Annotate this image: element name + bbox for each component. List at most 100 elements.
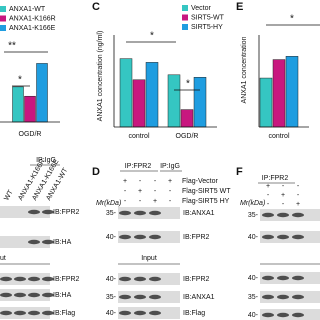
band xyxy=(277,312,289,318)
ip-label: IP:IgG xyxy=(160,163,180,170)
bar xyxy=(119,58,133,128)
panel-label: E xyxy=(236,1,243,13)
band xyxy=(149,294,161,300)
blot-label: IB:FPR2 xyxy=(53,209,80,216)
bar xyxy=(285,56,299,128)
lane-label: WT xyxy=(3,188,15,202)
x-tick-label: control xyxy=(268,133,289,140)
condition-sign: - xyxy=(267,192,270,199)
band xyxy=(277,234,289,240)
mw-marker: 35- xyxy=(106,210,117,217)
legend-swatch xyxy=(0,15,6,22)
band xyxy=(277,212,289,218)
band xyxy=(42,239,54,245)
band xyxy=(28,209,40,215)
condition-name: Flag-SIRT5 HY xyxy=(182,198,230,205)
mw-marker: 40- xyxy=(248,312,259,319)
band xyxy=(119,276,131,282)
band xyxy=(149,276,161,282)
mw-marker: 40- xyxy=(106,310,117,317)
y-axis-label: ANXA1 concentration (ng/ml) xyxy=(97,31,104,122)
legend-label: Vector xyxy=(191,5,212,12)
legend-swatch xyxy=(0,6,6,12)
band xyxy=(28,292,40,298)
band xyxy=(14,276,26,282)
band xyxy=(134,210,146,216)
bar xyxy=(132,79,146,128)
panel-label: C xyxy=(92,1,100,13)
bar xyxy=(12,86,24,123)
mw-marker: 35- xyxy=(106,294,117,301)
x-tick-label: OGD/R xyxy=(176,133,199,140)
ip-label: IP:FPR2 xyxy=(125,163,152,170)
condition-sign: - xyxy=(297,183,300,190)
condition-sign: + xyxy=(266,183,270,190)
bar xyxy=(259,77,273,128)
condition-name: Flag-SIRT5 WT xyxy=(182,188,231,195)
significance: * xyxy=(18,75,22,86)
x-tick-label: control xyxy=(128,133,149,140)
blot xyxy=(260,272,320,284)
band xyxy=(292,234,304,240)
band xyxy=(262,212,274,218)
band xyxy=(277,275,289,281)
band xyxy=(42,209,54,215)
legend-label: ANXA1-K166E xyxy=(9,25,56,32)
blot-label: IB:ANXA1 xyxy=(183,210,215,217)
ip-label: IP:FPR2 xyxy=(262,175,289,182)
band xyxy=(14,292,26,298)
blot-label: IB:HA xyxy=(53,239,72,246)
condition-sign: + xyxy=(153,198,157,205)
condition-sign: - xyxy=(124,198,127,205)
condition-name: Flag-Vector xyxy=(182,178,218,185)
blot xyxy=(260,231,320,243)
legend-label: SIRT5-HY xyxy=(191,24,223,31)
ip-label: IP:IgG xyxy=(36,157,56,164)
blot-label: IB:FPR2 xyxy=(53,276,80,283)
legend-swatch xyxy=(182,24,188,30)
condition-sign: - xyxy=(139,198,142,205)
band xyxy=(0,276,12,282)
bar xyxy=(180,109,194,128)
condition-sign: + xyxy=(168,178,172,185)
blot xyxy=(260,291,320,303)
blot-label: IB:FPR2 xyxy=(183,276,210,283)
blot-label: IB:FPR2 xyxy=(183,234,210,241)
band xyxy=(262,312,274,318)
mr-label: Mr(kDa) xyxy=(240,200,265,207)
condition-sign: - xyxy=(169,198,172,205)
band xyxy=(149,310,161,316)
condition-sign: - xyxy=(282,201,285,208)
condition-sign: - xyxy=(267,201,270,208)
significance: * xyxy=(290,14,294,25)
bar xyxy=(193,77,207,128)
legend-label: SIRT5-WT xyxy=(191,14,225,21)
blot xyxy=(0,236,50,248)
panel-label: F xyxy=(236,166,243,178)
band xyxy=(42,276,54,282)
band xyxy=(262,294,274,300)
band xyxy=(134,310,146,316)
condition-sign: + xyxy=(281,192,285,199)
condition-sign: - xyxy=(282,183,285,190)
significance: * xyxy=(186,79,190,90)
section-label: ut xyxy=(0,255,6,262)
mw-marker: 35- xyxy=(248,294,259,301)
band xyxy=(42,310,54,316)
band xyxy=(149,234,161,240)
condition-sign: - xyxy=(297,192,300,199)
band xyxy=(42,292,54,298)
bar xyxy=(24,95,36,123)
legend-label: ANXA1-K166R xyxy=(9,15,56,22)
mw-marker: 40- xyxy=(106,234,117,241)
mw-marker: 40- xyxy=(248,275,259,282)
condition-sign: - xyxy=(154,178,157,185)
condition-sign: + xyxy=(296,201,300,208)
significance: * xyxy=(150,31,154,42)
band xyxy=(277,294,289,300)
band xyxy=(134,294,146,300)
band xyxy=(0,310,12,316)
band xyxy=(134,276,146,282)
significance: ** xyxy=(8,41,16,52)
